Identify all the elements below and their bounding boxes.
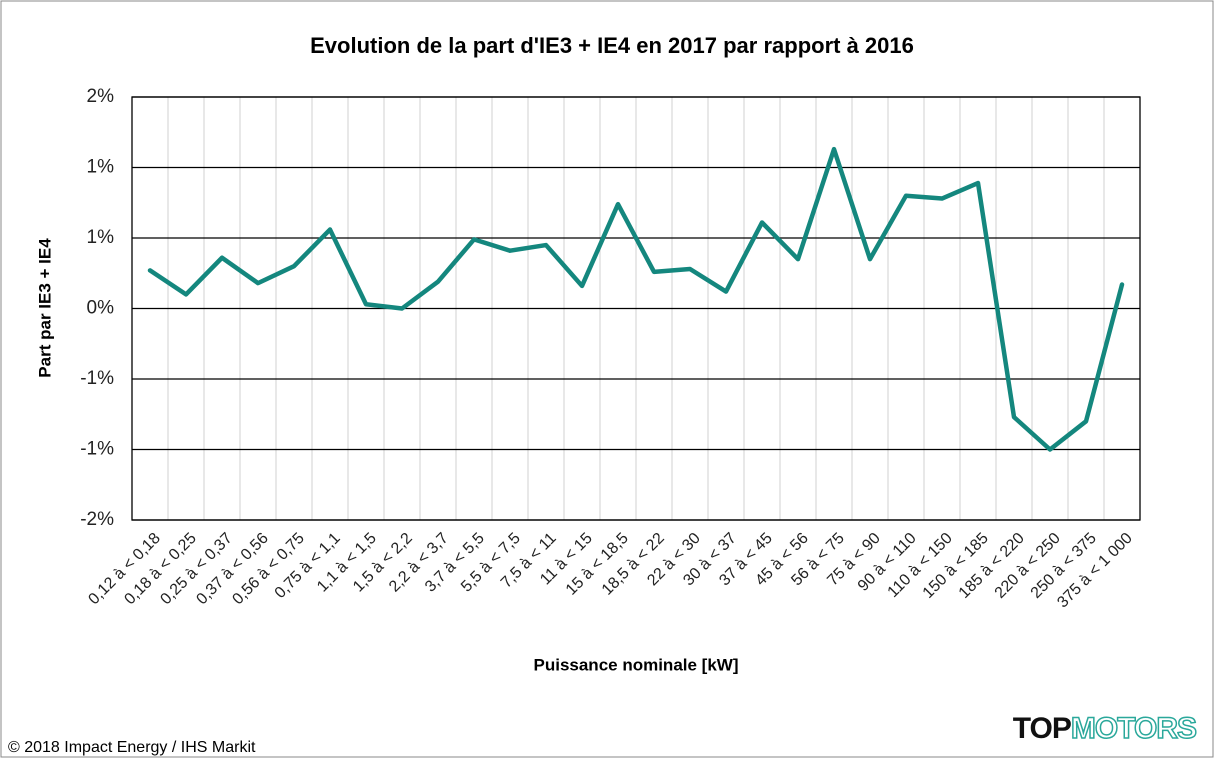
- source: © 2018 Impact Energy / IHS Markit: [8, 739, 256, 756]
- y-tick-label: -1%: [80, 368, 114, 389]
- y-tick-label: 2%: [87, 86, 115, 107]
- y-tick-label: 1%: [87, 157, 115, 178]
- y-axis-title: Part par IE3 + IE4: [35, 238, 54, 378]
- line-series: [147, 146, 1125, 452]
- chart-title: Evolution de la part d'IE3 + IE4 en 2017…: [310, 33, 914, 58]
- y-tick-label: 0%: [87, 298, 115, 319]
- plot-frame: [131, 96, 1141, 521]
- y-tick-label: -2%: [80, 509, 114, 530]
- y-tick-label: 1%: [87, 227, 115, 248]
- x-axis-title: Puissance nominale [kW]: [534, 655, 739, 674]
- logo-top: TOP: [1013, 712, 1071, 745]
- y-tick-label: -1%: [80, 439, 114, 460]
- logo: TOPMOTORS: [1013, 712, 1196, 745]
- logo-motors: MOTORS: [1071, 712, 1196, 745]
